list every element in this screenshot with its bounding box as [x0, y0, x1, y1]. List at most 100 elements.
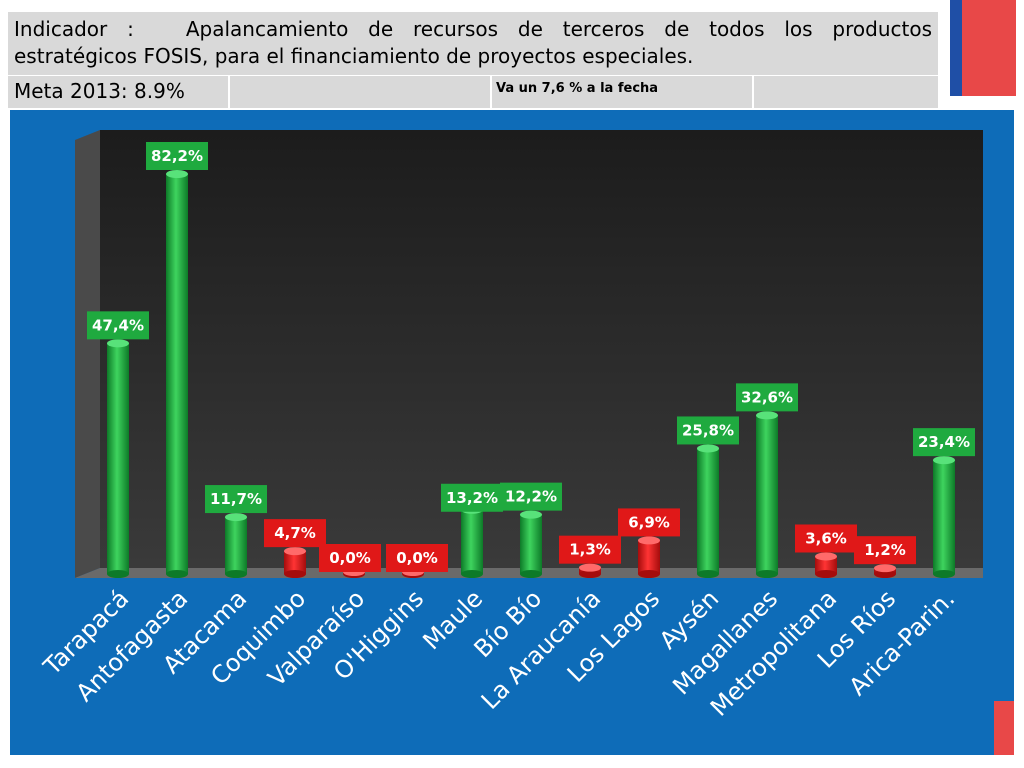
- data-label-text: 25,8%: [682, 421, 734, 439]
- data-label-text: 0,0%: [396, 549, 438, 567]
- bar: [933, 460, 955, 574]
- data-label: 0,0%: [386, 544, 448, 572]
- bar: [225, 517, 247, 574]
- data-label-text: 11,7%: [210, 490, 262, 508]
- data-label-text: 82,2%: [151, 147, 203, 165]
- bar-base: [933, 570, 955, 578]
- data-label-box: [386, 544, 448, 572]
- data-label-box: [736, 383, 798, 412]
- bar: [107, 343, 129, 574]
- data-label-box: [913, 428, 975, 457]
- data-label-text: 4,7%: [274, 524, 316, 542]
- bar-cap: [638, 536, 660, 545]
- bar: [815, 556, 837, 574]
- data-label: 0,0%: [319, 544, 381, 572]
- bar-base: [166, 570, 188, 578]
- data-label: 1,2%: [854, 536, 916, 565]
- indicator-table: Indicador : Apalancamiento de recursos de…: [8, 12, 938, 108]
- bar-cap: [815, 552, 837, 561]
- bar-chart: 47,4% 82,2% 11,7% 4,7% 0,0% 0,0% 13,2% 12,2% 1,3…: [38, 130, 983, 722]
- data-label-box: [441, 483, 503, 512]
- bar: [638, 540, 660, 574]
- data-label: 25,8%: [677, 416, 739, 445]
- data-label: 4,7%: [264, 519, 326, 548]
- data-label-text: 1,3%: [569, 541, 611, 559]
- corner-red-stripe: [994, 701, 1014, 755]
- bar-base: [225, 570, 247, 578]
- data-label-text: 32,6%: [741, 388, 793, 406]
- bar: [166, 174, 188, 574]
- meta-row: Meta 2013: 8.9% Va un 7,6 % a la fecha: [8, 76, 938, 108]
- bar-cap: [107, 339, 129, 348]
- indicator-description: Apalancamiento de recursos de terceros d…: [14, 17, 933, 68]
- bar: [520, 514, 542, 574]
- bar-base: [461, 570, 483, 578]
- data-label-box: [264, 519, 326, 548]
- data-label-text: 13,2%: [446, 489, 498, 507]
- data-label: 12,2%: [500, 482, 562, 511]
- indicator-row: Indicador : Apalancamiento de recursos de…: [8, 12, 938, 76]
- bar: [284, 551, 306, 574]
- bar-cap: [284, 547, 306, 556]
- data-label-box: [319, 544, 381, 572]
- data-label-box: [677, 416, 739, 445]
- indicator-label: Indicador :: [14, 17, 134, 41]
- bar-cap: [225, 513, 247, 522]
- bar-cap: [756, 411, 778, 420]
- data-label-box: [854, 536, 916, 565]
- data-label: 3,6%: [795, 524, 857, 553]
- data-label-text: 12,2%: [505, 488, 557, 506]
- data-label-text: 23,4%: [918, 433, 970, 451]
- data-label-text: 0,0%: [329, 549, 371, 567]
- data-label-text: 1,2%: [864, 541, 906, 559]
- data-labels: 47,4% 82,2% 11,7% 4,7% 0,0% 0,0% 13,2% 12,2% 1,3…: [87, 142, 975, 572]
- bar-cap: [520, 510, 542, 519]
- bar-base: [284, 570, 306, 578]
- data-label: 13,2%: [441, 483, 503, 512]
- bar-cap: [579, 563, 601, 572]
- bar-cap: [166, 170, 188, 178]
- data-label: 6,9%: [618, 508, 680, 537]
- bar-cap: [933, 456, 955, 465]
- bar-base: [756, 570, 778, 578]
- data-label-text: 6,9%: [628, 513, 670, 531]
- data-label: 32,6%: [736, 383, 798, 412]
- data-label-box: [795, 524, 857, 553]
- bar: [756, 415, 778, 574]
- data-label: 82,2%: [146, 142, 208, 170]
- bar: [697, 448, 719, 574]
- bar: [461, 509, 483, 574]
- data-label: 11,7%: [205, 485, 267, 514]
- flag-blue-stripe: [950, 0, 962, 100]
- data-label-text: 3,6%: [805, 529, 847, 547]
- bar-base: [520, 570, 542, 578]
- bar-base: [638, 570, 660, 578]
- bar-base: [107, 570, 129, 578]
- data-label: 23,4%: [913, 428, 975, 457]
- data-label-box: [618, 508, 680, 537]
- data-label-box: [500, 482, 562, 511]
- bar-base: [697, 570, 719, 578]
- flag-divider: [950, 96, 1016, 100]
- progress-text: Va un 7,6 % a la fecha: [496, 81, 659, 96]
- bar-base: [815, 570, 837, 578]
- bar-cap: [697, 444, 719, 453]
- chart-panel: 47,4% 82,2% 11,7% 4,7% 0,0% 0,0% 13,2% 12,2% 1,3…: [10, 110, 1014, 755]
- data-label-box: [559, 535, 621, 564]
- flag-red-stripe: [962, 0, 1016, 100]
- data-label-box: [205, 485, 267, 514]
- flag-decoration: [950, 0, 1016, 100]
- data-label: 47,4%: [87, 311, 149, 340]
- bar-cap: [874, 564, 896, 573]
- data-label-box: [146, 142, 208, 170]
- bar-base: [874, 570, 896, 578]
- plot-side-wall: [75, 130, 100, 578]
- meta-cell-progress: [490, 76, 752, 108]
- meta-cell-empty-1: [228, 76, 490, 108]
- data-label-text: 47,4%: [92, 316, 144, 334]
- category-labels: TarapacáAntofagastaAtacamaCoquimboValpar…: [38, 584, 961, 721]
- meta-goal: Meta 2013: 8.9%: [14, 79, 185, 103]
- data-label: 1,3%: [559, 535, 621, 564]
- bar-base: [579, 570, 601, 578]
- meta-cell-empty-2: [752, 76, 938, 108]
